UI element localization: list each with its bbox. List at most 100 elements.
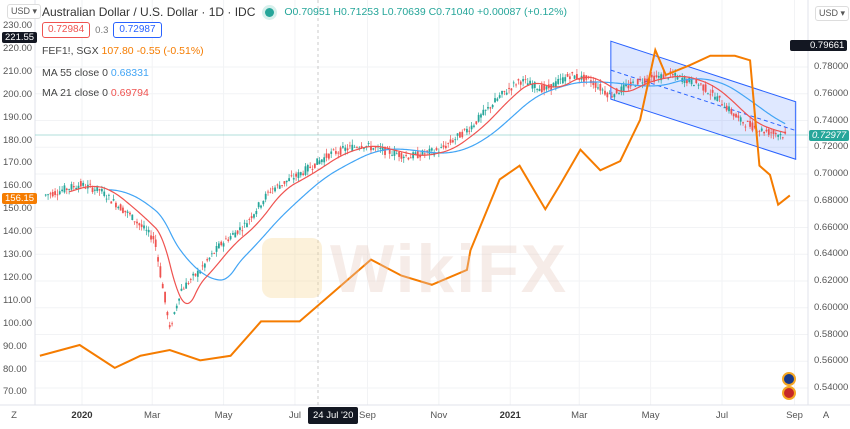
candle-body [154,239,157,247]
auto-scale-button[interactable]: A [822,410,830,421]
legend-ma55[interactable]: MA 55 close 0 0.68331 [42,67,149,79]
candle-body [613,94,616,98]
candle-body [697,84,700,86]
candle-body [274,187,276,192]
candle-body [288,178,290,181]
candle-body [641,82,644,84]
ma-line-21 [68,75,786,305]
candle-body [671,74,674,76]
candle-body [220,241,223,246]
candle-body [271,188,274,190]
candle-body [318,160,321,164]
candle-body [339,147,342,155]
candle-body [327,153,330,159]
candle-body [180,288,183,291]
currency-select-left[interactable]: USD ▾ [7,4,42,19]
candle-body [159,266,162,278]
au-flag-icon [782,372,796,386]
candle-body [381,147,384,152]
currency-select-right[interactable]: USD ▾ [815,6,850,21]
candle-body [299,172,302,176]
candle-body [625,84,627,87]
candle-body [110,201,113,204]
candle-body [143,225,145,229]
candle-body [512,82,515,84]
candle-body [297,172,300,178]
time-axis-tick: Jul [288,410,302,421]
candle-body [711,89,714,93]
candle-body [662,74,665,79]
candle-body [442,145,445,148]
candle-body [234,232,237,238]
left-axis-tick: 220.00 [3,42,33,54]
candle-body [208,257,211,260]
candle-body [206,259,209,261]
crosshair-date-label: 24 Jul '20 [308,407,359,424]
candle-body [578,78,581,80]
candle-body [615,88,618,94]
candle-body [601,89,604,91]
candle-body [175,305,178,309]
candle-body [573,75,576,79]
symbol-title[interactable]: Australian Dollar / U.S. Dollar · 1D · I… [42,5,256,19]
left-axis-tick: 110.00 [3,294,32,306]
candle-body [292,178,295,180]
candle-body [751,122,754,131]
left-axis-tick: 100.00 [3,317,33,329]
candle-body [147,229,150,233]
candle-body [454,139,457,141]
candle-body [129,212,131,215]
log-scale-button[interactable]: Z [11,410,17,421]
left-axis-tick: 140.00 [3,226,33,238]
candle-body [723,107,726,109]
candle-body [325,153,328,158]
candle-body [622,84,625,92]
ohlc-values: O0.70951 H0.71253 L0.70639 C0.71040 +0.0… [284,6,567,18]
candle-body [543,85,546,91]
right-axis-tick: 0.76000 [814,87,849,99]
candle-body [529,80,532,85]
trade-buttons: 0.72984 0.3 0.72987 [42,22,162,38]
candle-body [72,186,75,188]
candle-body [384,146,386,155]
candle-body [192,273,195,276]
candle-body [526,83,529,86]
candle-body [342,146,344,148]
candle-body [685,79,688,84]
candle-body [632,81,634,83]
candle-body [166,312,169,316]
candle-body [316,158,319,165]
candle-body [367,143,370,144]
candle-body [58,191,61,195]
candle-body [91,187,94,192]
candle-body [311,169,314,171]
candle-body [746,120,749,122]
candle-body [690,78,693,85]
candle-body [145,229,148,231]
left-axis-tick: 170.00 [3,157,33,169]
candle-body [484,109,487,111]
candle-body [594,81,597,88]
candle-body [285,180,288,183]
candle-body [545,86,548,90]
time-axis-tick: Sep [786,410,803,421]
time-axis-tick: Mar [144,410,161,421]
candle-body [620,86,623,93]
legend-fef[interactable]: FEF1!, SGX 107.80 -0.55 (-0.51%) [42,45,204,57]
candle-body [536,88,539,90]
candle-body [428,148,431,155]
candle-body [643,78,646,84]
us-flag-icon [782,386,796,400]
market-status-icon [265,7,275,17]
candle-body [781,137,784,139]
candle-body [676,76,679,80]
candle-body [199,271,202,274]
buy-button[interactable]: 0.72987 [113,22,162,38]
candle-body [210,253,213,255]
candle-body [196,270,199,277]
legend-ma21[interactable]: MA 21 close 0 0.69794 [42,87,149,99]
candle-body [236,230,239,234]
right-axis-tick: 0.70000 [814,168,849,179]
sell-button[interactable]: 0.72984 [42,22,91,38]
